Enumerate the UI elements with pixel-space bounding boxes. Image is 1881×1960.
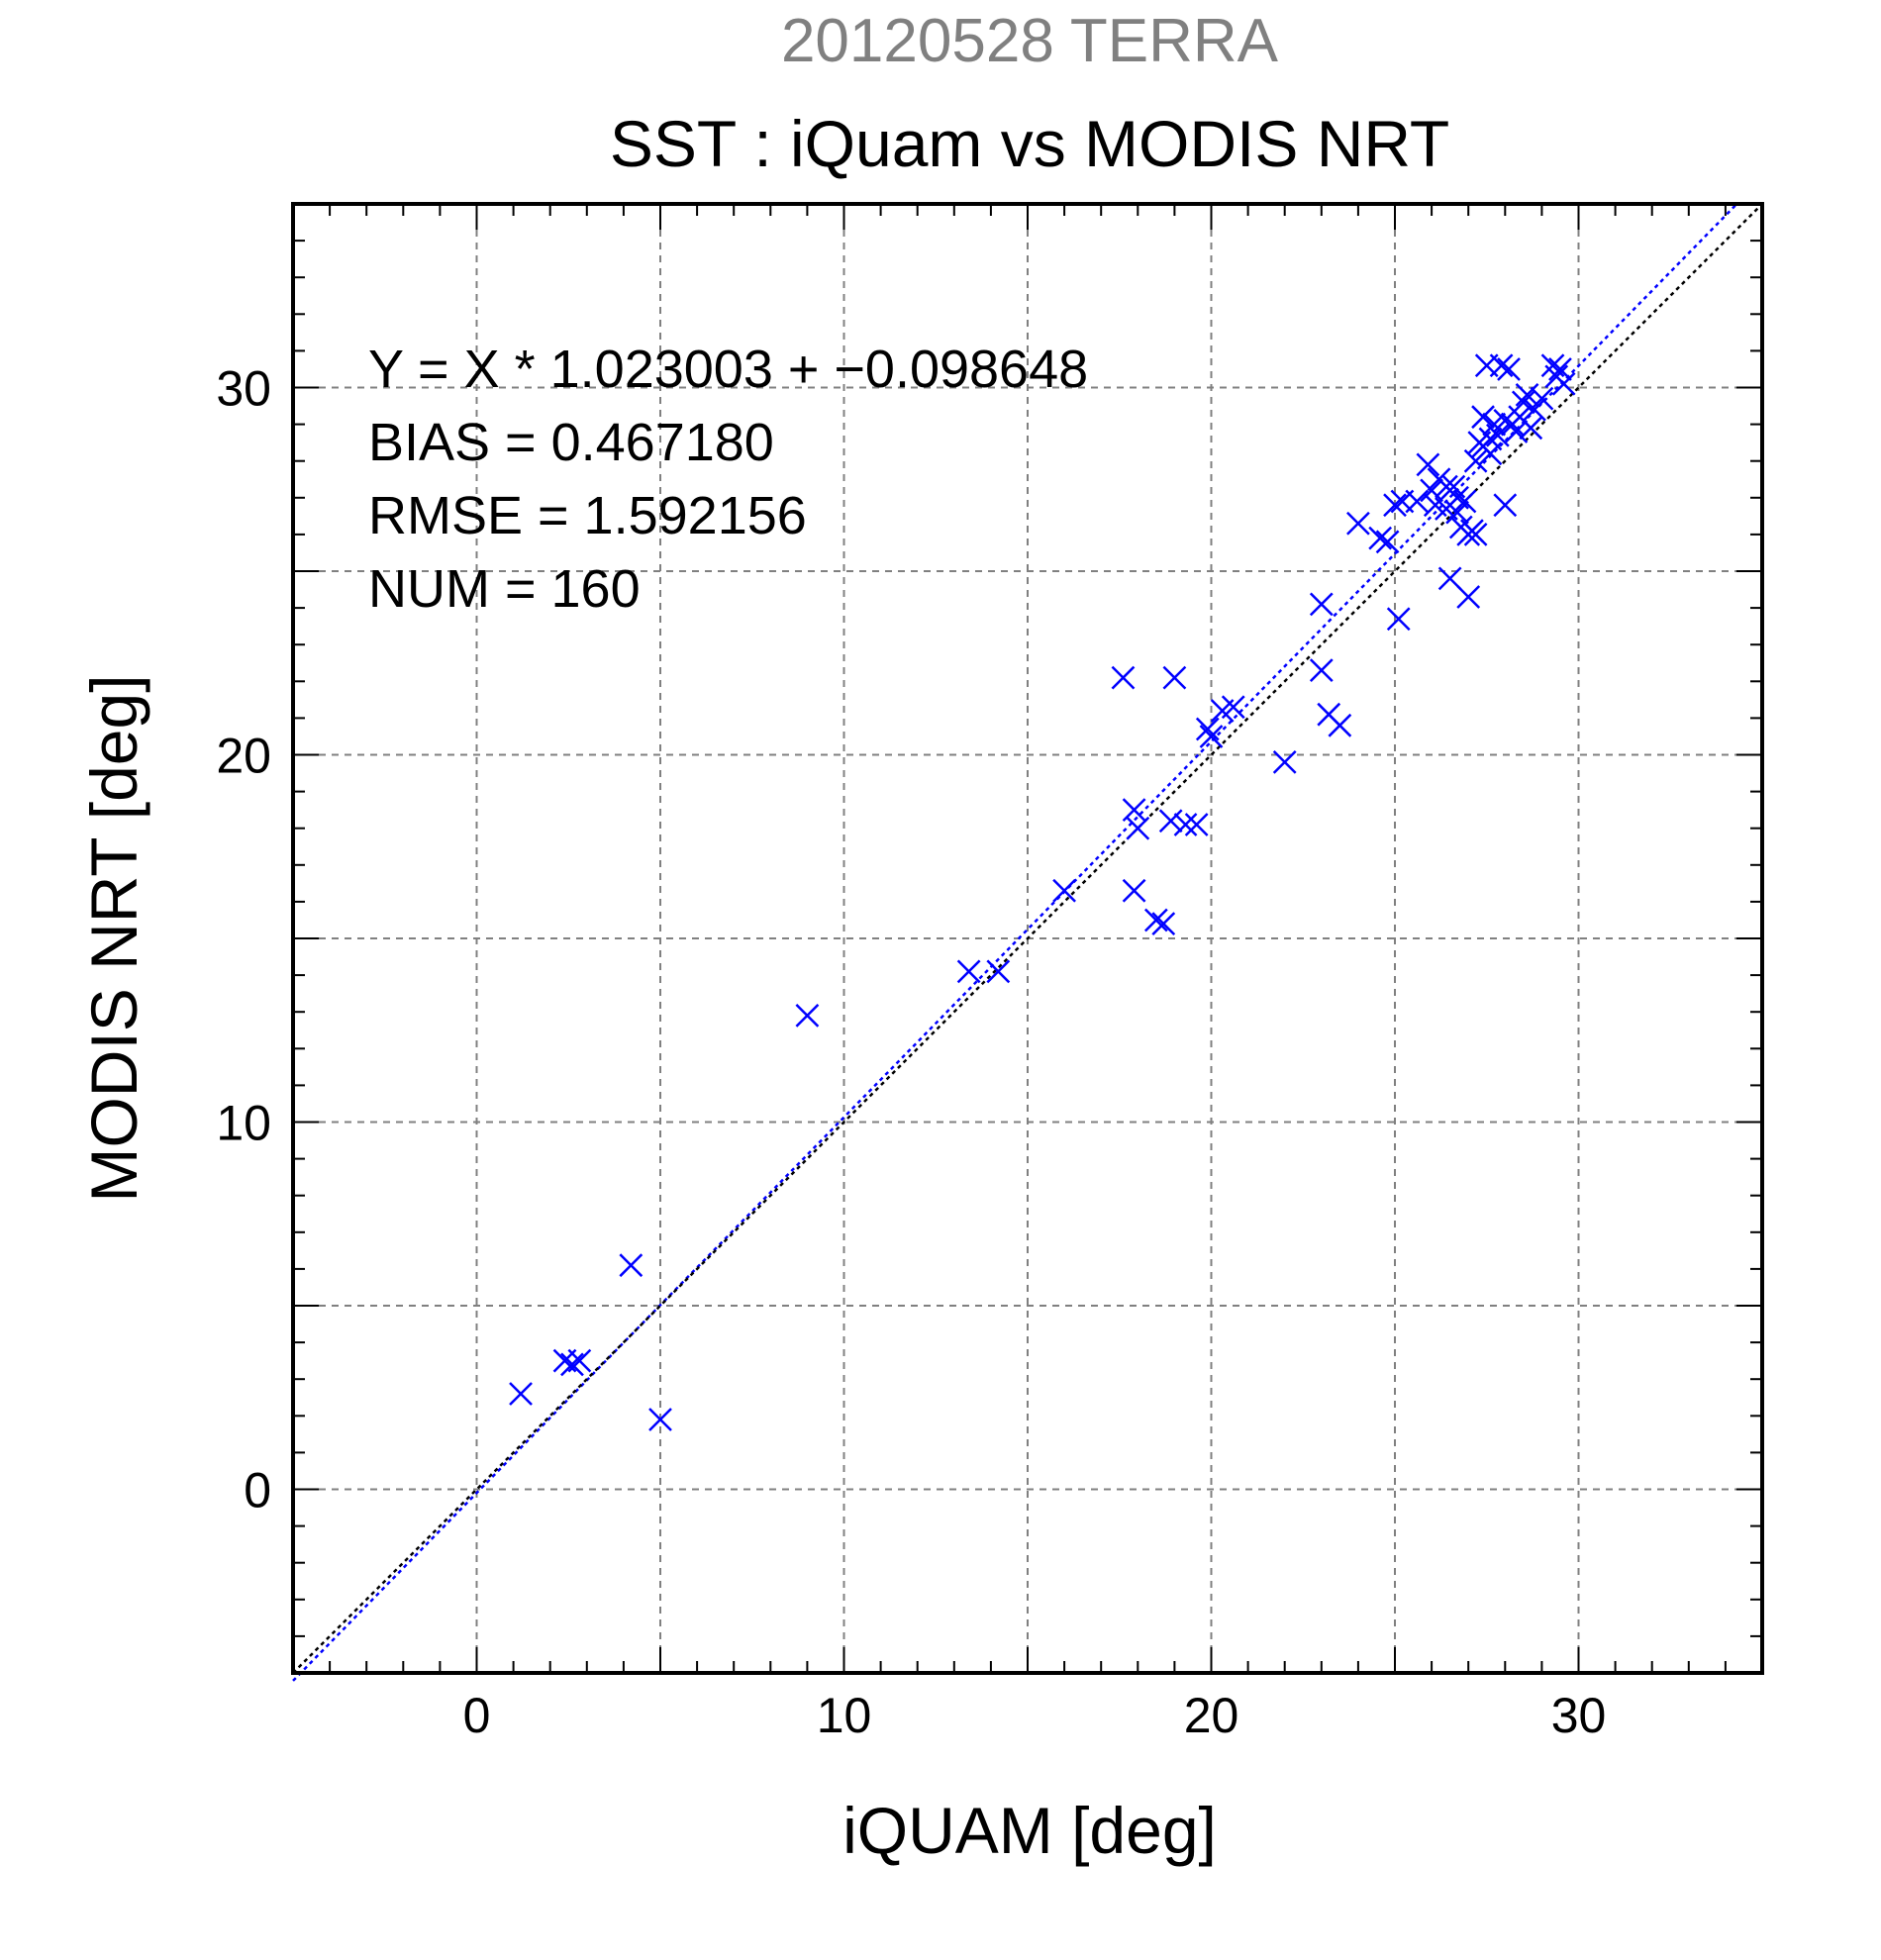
data-point [1416,452,1440,477]
data-point [648,1408,672,1431]
data-point [567,1348,592,1373]
num-stat: NUM = 160 [368,559,641,619]
y-axis-label: MODIS NRT [deg] [77,674,150,1202]
data-point [1309,592,1334,617]
bias-stat: BIAS = 0.467180 [368,413,774,472]
data-point [560,1352,584,1377]
data-points [509,353,1576,1431]
data-point [1551,371,1576,396]
regression-equation: Y = X * 1.023003 + −0.098648 [368,340,1088,399]
data-point [1420,478,1443,503]
x-axis-label: iQUAM [deg] [842,1794,1217,1867]
data-point [1456,585,1481,609]
data-point [1221,695,1245,720]
data-point [1445,500,1469,525]
data-point [1523,397,1546,422]
reference-lines [292,203,1763,1682]
data-point [1471,405,1495,430]
date-label: 20120528 TERRA [781,7,1279,75]
data-point [1173,813,1198,836]
y-tick-label: 0 [244,1463,271,1519]
data-point [1158,809,1183,833]
rmse-stat: RMSE = 1.592156 [368,486,807,545]
data-point [619,1253,644,1278]
tick-labels: 0 10 20 30 0 10 20 30 [216,361,1606,1744]
data-point [1346,511,1370,536]
y-tick-label: 10 [216,1096,271,1151]
data-point [1437,566,1462,591]
data-point [1111,665,1136,690]
y-tick-label: 20 [216,729,271,784]
data-point [1184,813,1209,836]
fit-line [292,203,1738,1682]
data-point [795,1004,820,1028]
data-point [1052,878,1076,903]
data-point [1162,665,1187,690]
data-point [1463,523,1488,546]
data-point [1493,493,1518,518]
data-point [1368,526,1393,550]
data-point [1478,441,1503,466]
data-point [1122,878,1146,903]
data-point [1122,798,1146,823]
plot-frame [291,202,1764,1675]
x-tick-label: 20 [1184,1688,1239,1743]
data-point [1452,489,1477,514]
data-point [1548,357,1572,381]
x-tick-label: 0 [463,1688,491,1743]
data-point [1504,420,1529,443]
data-point [1143,908,1168,932]
data-point [1199,725,1224,748]
data-point [1497,357,1521,381]
data-point [1485,423,1510,447]
data-point [1126,816,1150,840]
y-tick-label: 30 [216,361,271,417]
one-to-one-line [292,203,1763,1674]
gridlines [293,204,1762,1673]
data-point [1386,607,1411,632]
data-point [1405,489,1430,514]
data-point [1309,658,1334,683]
chart-title: SST : iQuam vs MODIS NRT [610,107,1449,180]
data-point [1515,383,1539,407]
data-point [1519,416,1543,441]
x-tick-label: 30 [1551,1688,1607,1743]
data-point [986,959,1011,984]
data-point [1383,493,1407,518]
data-point [1328,713,1352,737]
data-point [1195,717,1220,741]
data-point [956,959,981,984]
data-point [1272,750,1297,774]
data-point [1375,530,1400,554]
x-tick-label: 10 [817,1688,872,1743]
data-point [1463,448,1488,473]
data-point [1530,386,1554,411]
data-point [1511,390,1535,415]
data-point [1489,353,1514,378]
data-point [509,1382,533,1406]
data-point [1151,912,1176,936]
